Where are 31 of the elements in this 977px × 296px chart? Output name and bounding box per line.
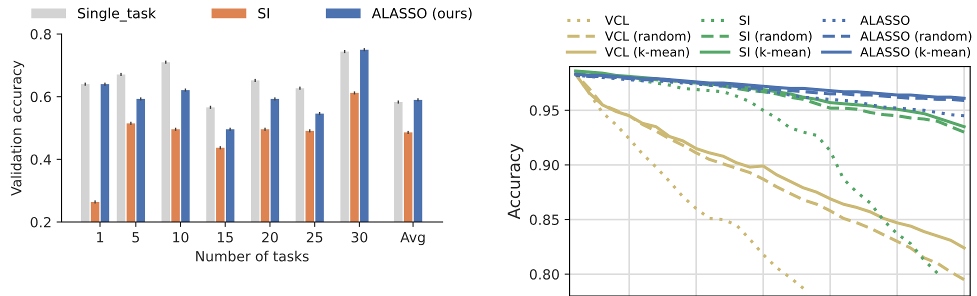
x-tick-label: 1 bbox=[97, 232, 104, 242]
x-tick-label: 15 bbox=[218, 232, 233, 242]
x-tick-label: Avg bbox=[400, 232, 425, 246]
y-tick-label: 0.4 bbox=[30, 154, 52, 165]
legend-label: VCL bbox=[604, 16, 630, 25]
y-axis-title: Accuracy bbox=[508, 144, 524, 220]
y-tick-label: 0.90 bbox=[530, 160, 559, 170]
legend-label: VCL (k-mean) bbox=[604, 47, 689, 58]
legend-label: ALASSO (random) bbox=[860, 31, 972, 42]
y-tick-label: 0.8 bbox=[30, 29, 51, 40]
x-tick-label: 25 bbox=[306, 232, 322, 242]
legend-label: VCL (random) bbox=[604, 31, 690, 42]
x-tick-label: 10 bbox=[173, 232, 188, 242]
legend-label: ALASSO (k-mean) bbox=[860, 47, 970, 58]
y-axis-title: Validation accuracy bbox=[10, 60, 24, 196]
x-tick-label: 30 bbox=[352, 232, 368, 242]
legend-label: ALASSO bbox=[860, 16, 910, 25]
y-tick-label: 0.6 bbox=[30, 92, 51, 102]
legend-label: ALASSO (ours) bbox=[372, 8, 472, 20]
legend-label: SI (random) bbox=[740, 31, 812, 42]
y-tick-label: 0.95 bbox=[530, 105, 559, 116]
legend-label: SI (k-mean) bbox=[740, 47, 810, 58]
legend-label: Single_task bbox=[78, 8, 156, 22]
y-tick-label: 0.80 bbox=[530, 269, 559, 280]
x-tick-label: 5 bbox=[132, 232, 139, 242]
y-tick-label: 0.85 bbox=[530, 214, 559, 226]
legend-label: SI bbox=[258, 8, 269, 18]
y-tick-label: 0.2 bbox=[30, 216, 50, 228]
x-tick-label: 20 bbox=[262, 232, 278, 242]
legend-label: SI bbox=[740, 16, 750, 25]
x-axis-title: Number of tasks bbox=[196, 250, 309, 262]
